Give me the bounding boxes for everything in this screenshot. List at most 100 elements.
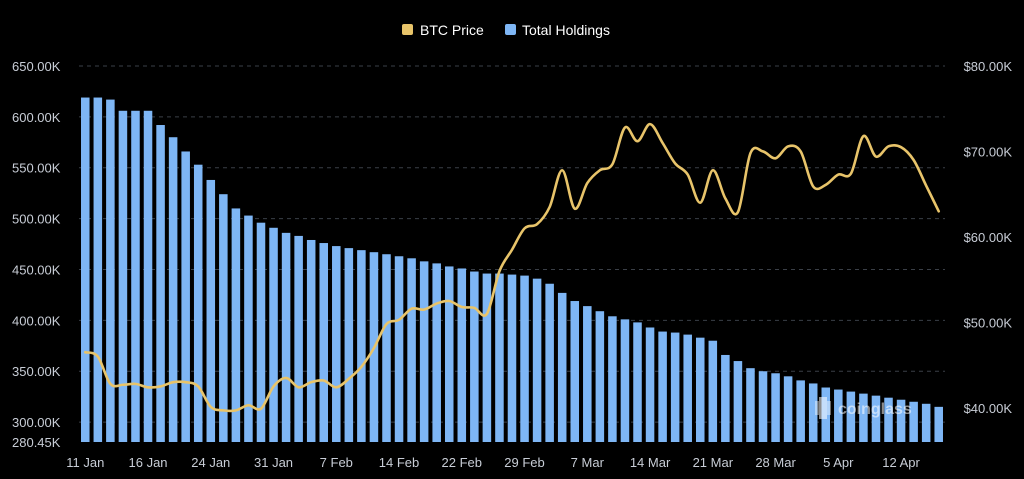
x-tick-label: 24 Jan	[191, 455, 230, 470]
right-tick-label: $50.00K	[964, 315, 1013, 330]
holdings-bar[interactable]	[633, 322, 642, 442]
holdings-bar[interactable]	[658, 331, 667, 442]
holdings-bar[interactable]	[294, 235, 303, 442]
holdings-bar[interactable]	[746, 368, 755, 442]
holdings-bar[interactable]	[470, 271, 479, 442]
holdings-bar[interactable]	[670, 332, 680, 442]
holdings-bar[interactable]	[758, 371, 768, 442]
holdings-bar[interactable]	[432, 263, 441, 442]
holdings-bar[interactable]	[156, 125, 165, 442]
holdings-bar[interactable]	[733, 361, 743, 442]
holdings-bar[interactable]	[181, 151, 190, 442]
x-tick-label: 14 Feb	[379, 455, 419, 470]
left-min-label: 280.45K	[12, 435, 61, 450]
holdings-bar[interactable]	[118, 110, 128, 443]
holdings-bar[interactable]	[808, 383, 818, 442]
holdings-bars	[81, 97, 943, 443]
holdings-bar[interactable]	[482, 273, 492, 442]
holdings-bar[interactable]	[457, 268, 467, 442]
holdings-bar[interactable]	[306, 239, 316, 442]
holdings-bar[interactable]	[231, 208, 241, 442]
watermark-text: coinglass	[838, 401, 912, 418]
holdings-bar[interactable]	[708, 340, 718, 442]
holdings-bar[interactable]	[557, 292, 567, 442]
holdings-bar[interactable]	[595, 311, 605, 442]
holdings-bar[interactable]	[608, 316, 617, 442]
left-tick-label: 350.00K	[12, 364, 61, 379]
legend[interactable]: BTC Price Total Holdings	[402, 22, 610, 38]
legend-swatch-btc-price[interactable]	[402, 24, 413, 35]
legend-swatch-total-holdings[interactable]	[505, 24, 516, 35]
holdings-bar[interactable]	[796, 380, 805, 442]
holdings-bar[interactable]	[344, 248, 354, 442]
holdings-bar[interactable]	[507, 274, 517, 442]
left-tick-label: 500.00K	[12, 212, 61, 227]
holdings-bar[interactable]	[93, 97, 103, 442]
x-tick-label: 21 Mar	[693, 455, 734, 470]
holdings-bar[interactable]	[206, 179, 216, 442]
x-tick-label: 5 Apr	[823, 455, 854, 470]
holdings-bar[interactable]	[771, 373, 780, 442]
holdings-bar[interactable]	[846, 391, 856, 442]
x-tick-label: 7 Feb	[320, 455, 353, 470]
holdings-bar[interactable]	[934, 406, 943, 442]
holdings-bar[interactable]	[444, 266, 454, 442]
left-tick-label: 550.00K	[12, 161, 61, 176]
holdings-bar[interactable]	[520, 275, 529, 442]
holdings-bar[interactable]	[884, 397, 893, 442]
holdings-bar[interactable]	[81, 97, 90, 442]
holdings-bar[interactable]	[319, 243, 328, 442]
holdings-bar[interactable]	[921, 403, 931, 442]
holdings-bar[interactable]	[357, 250, 366, 442]
holdings-bar[interactable]	[394, 256, 404, 442]
left-tick-label: 400.00K	[12, 313, 61, 328]
holdings-bar[interactable]	[419, 261, 429, 442]
holdings-bar[interactable]	[532, 278, 542, 442]
holdings-bar[interactable]	[495, 273, 504, 442]
holdings-bar[interactable]	[281, 232, 291, 442]
holdings-bar[interactable]	[695, 337, 705, 442]
holdings-bar[interactable]	[896, 399, 906, 442]
holdings-bar[interactable]	[783, 376, 793, 442]
holdings-bar[interactable]	[909, 401, 918, 442]
holdings-bar[interactable]	[143, 110, 153, 443]
holdings-bar[interactable]	[382, 254, 391, 442]
holdings-bar[interactable]	[193, 164, 203, 442]
holdings-bar[interactable]	[570, 301, 580, 442]
x-tick-label: 12 Apr	[882, 455, 920, 470]
x-axis: 11 Jan 16 Jan 24 Jan 31 Jan 7 Feb 14 Feb 22 Fe…	[66, 455, 920, 470]
holdings-bar[interactable]	[834, 389, 843, 442]
holdings-bar[interactable]	[407, 258, 416, 442]
holdings-bar[interactable]	[583, 306, 592, 442]
right-tick-label: $40.00K	[964, 401, 1013, 416]
coinglass-logo-icon	[815, 397, 831, 419]
holdings-bar[interactable]	[721, 354, 730, 442]
legend-label-total-holdings[interactable]: Total Holdings	[522, 22, 610, 38]
holdings-bar[interactable]	[332, 246, 341, 442]
holdings-bar[interactable]	[683, 334, 692, 442]
left-tick-label: 300.00K	[12, 415, 61, 430]
holdings-bar[interactable]	[256, 222, 266, 442]
legend-label-btc-price[interactable]: BTC Price	[420, 22, 484, 38]
right-axis: $40.00K $50.00K $60.00K $70.00K $80.00K	[964, 59, 1013, 416]
holdings-bar[interactable]	[859, 393, 868, 442]
holdings-bar[interactable]	[168, 137, 178, 442]
x-tick-label: 22 Feb	[442, 455, 482, 470]
right-tick-label: $60.00K	[964, 230, 1013, 245]
x-tick-label: 31 Jan	[254, 455, 293, 470]
holdings-bar[interactable]	[871, 395, 881, 442]
holdings-bar[interactable]	[131, 110, 140, 443]
btc-price-line[interactable]	[83, 122, 941, 413]
holdings-bar[interactable]	[545, 283, 554, 442]
x-tick-label: 14 Mar	[630, 455, 671, 470]
holdings-bar[interactable]	[106, 99, 115, 442]
holdings-bar[interactable]	[219, 194, 228, 442]
holdings-bar[interactable]	[244, 215, 253, 442]
left-tick-label: 600.00K	[12, 110, 61, 125]
holdings-bar[interactable]	[620, 319, 630, 442]
holdings-bar[interactable]	[269, 227, 278, 442]
x-tick-label: 11 Jan	[66, 455, 104, 470]
holdings-bar[interactable]	[645, 327, 655, 442]
